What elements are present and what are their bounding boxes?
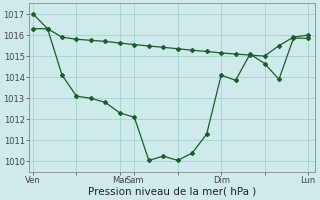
X-axis label: Pression niveau de la mer( hPa ): Pression niveau de la mer( hPa ) bbox=[88, 187, 256, 197]
